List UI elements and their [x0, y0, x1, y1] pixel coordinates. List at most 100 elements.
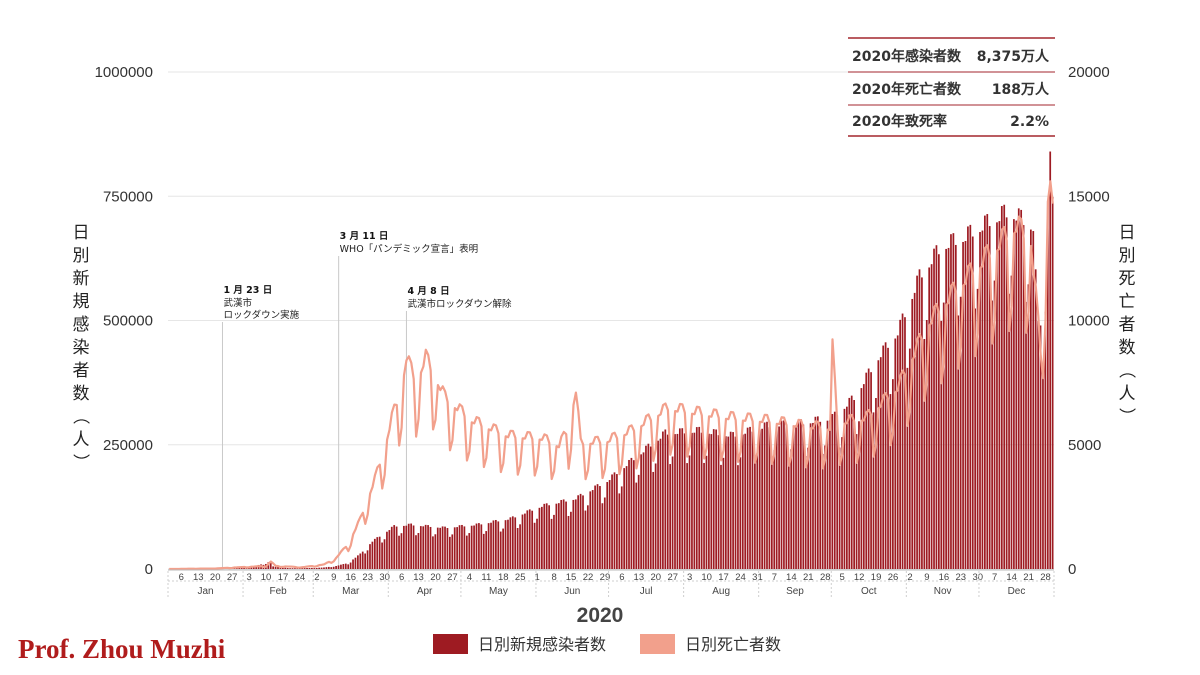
legend-swatch-deaths	[640, 634, 675, 654]
case-bar	[349, 562, 352, 569]
ylabel-char: 規	[73, 292, 90, 312]
case-bar	[383, 539, 386, 569]
x-tick-label: 12	[854, 572, 865, 583]
case-bar	[294, 568, 296, 569]
case-bar	[858, 421, 860, 569]
case-bar	[971, 236, 974, 569]
x-tick-label: 13	[634, 572, 645, 583]
case-bar	[892, 379, 894, 569]
case-bar	[666, 434, 669, 569]
case-bar	[693, 432, 696, 569]
case-bar	[821, 453, 824, 569]
case-bar	[720, 464, 722, 569]
case-bar	[369, 544, 371, 569]
case-bar	[315, 567, 318, 569]
case-bar	[727, 436, 730, 569]
case-bar	[683, 433, 686, 569]
x-tick-label: 1	[535, 572, 540, 583]
ylabel-char: （	[1116, 362, 1136, 379]
case-bar	[988, 226, 991, 569]
y-tick-label-right: 10000	[1068, 313, 1110, 330]
case-bar	[751, 431, 754, 569]
case-bar	[698, 426, 701, 569]
x-tick-label: 26	[888, 572, 899, 583]
case-bar	[407, 523, 410, 569]
y-tick-label-left: 500000	[103, 313, 153, 330]
case-bar	[538, 507, 541, 569]
case-bar	[461, 524, 463, 569]
case-bar	[1010, 275, 1013, 569]
x-tick-label: 18	[498, 572, 509, 583]
case-bar	[1039, 325, 1042, 569]
case-bar	[763, 422, 766, 569]
case-bar	[1044, 311, 1047, 569]
case-bar	[344, 563, 347, 569]
case-bar	[662, 431, 664, 569]
case-bar	[243, 567, 245, 569]
case-bar	[918, 269, 921, 569]
x-tick-label: 28	[820, 572, 831, 583]
case-bar	[744, 433, 747, 569]
case-bar	[613, 472, 616, 569]
case-bar	[831, 413, 834, 569]
case-bar	[935, 245, 938, 569]
ylabel-char: （	[70, 408, 90, 425]
case-bar	[289, 568, 291, 569]
case-bar	[395, 526, 398, 569]
case-bar	[710, 434, 713, 569]
x-tick-label: 2	[907, 572, 912, 583]
case-bar	[412, 525, 415, 569]
case-bar	[480, 524, 483, 569]
case-bar	[649, 446, 652, 569]
case-bar	[424, 524, 427, 569]
case-bar	[308, 567, 311, 569]
y-tick-label-right: 5000	[1068, 437, 1101, 454]
case-bar	[458, 525, 461, 569]
case-bar	[281, 567, 284, 569]
case-bar	[882, 345, 885, 569]
case-bar	[504, 520, 507, 569]
x-tick-label: 10	[261, 572, 272, 583]
case-bar	[632, 460, 635, 569]
case-bar	[533, 522, 536, 569]
case-bar	[879, 357, 882, 569]
case-bar	[962, 241, 964, 569]
x-month-label: Sep	[786, 586, 804, 597]
legend-swatch-cases	[433, 634, 468, 654]
case-bar	[572, 499, 575, 569]
case-bar	[957, 315, 960, 569]
x-tick-label: 28	[1040, 572, 1051, 583]
x-tick-label: 27	[227, 572, 238, 583]
ylabel-char: 日	[73, 223, 90, 243]
y-axis-label-right: 日別死亡者数 （ 人 ）	[1116, 223, 1136, 425]
case-bar	[274, 566, 277, 569]
case-bar	[340, 564, 342, 569]
case-bar	[969, 224, 972, 569]
x-month-label: Dec	[1008, 586, 1026, 597]
case-bar	[678, 428, 681, 569]
case-bar	[514, 517, 517, 569]
case-bar	[250, 567, 253, 569]
case-bar	[703, 462, 705, 569]
x-tick-label: 14	[786, 572, 797, 583]
case-bar	[688, 455, 691, 569]
x-tick-label: 23	[362, 572, 373, 583]
annotation-date: 1 月 23 日	[223, 285, 272, 296]
case-bar	[574, 499, 577, 569]
case-bar	[705, 455, 708, 569]
case-bar	[565, 501, 567, 569]
case-bar	[841, 437, 843, 569]
case-bar	[770, 458, 773, 569]
case-bar	[296, 568, 299, 569]
case-bar	[724, 436, 727, 569]
case-bar	[734, 436, 737, 569]
case-bar	[783, 420, 785, 569]
case-bar	[330, 567, 333, 569]
case-bar	[357, 555, 359, 569]
x-tick-label: 7	[772, 572, 777, 583]
case-bar	[795, 425, 797, 569]
case-bar	[976, 288, 979, 569]
case-bar	[589, 491, 592, 569]
ylabel-char: ）	[70, 454, 90, 471]
legend: 日別新規感染者数 日別死亡者数	[433, 634, 781, 654]
